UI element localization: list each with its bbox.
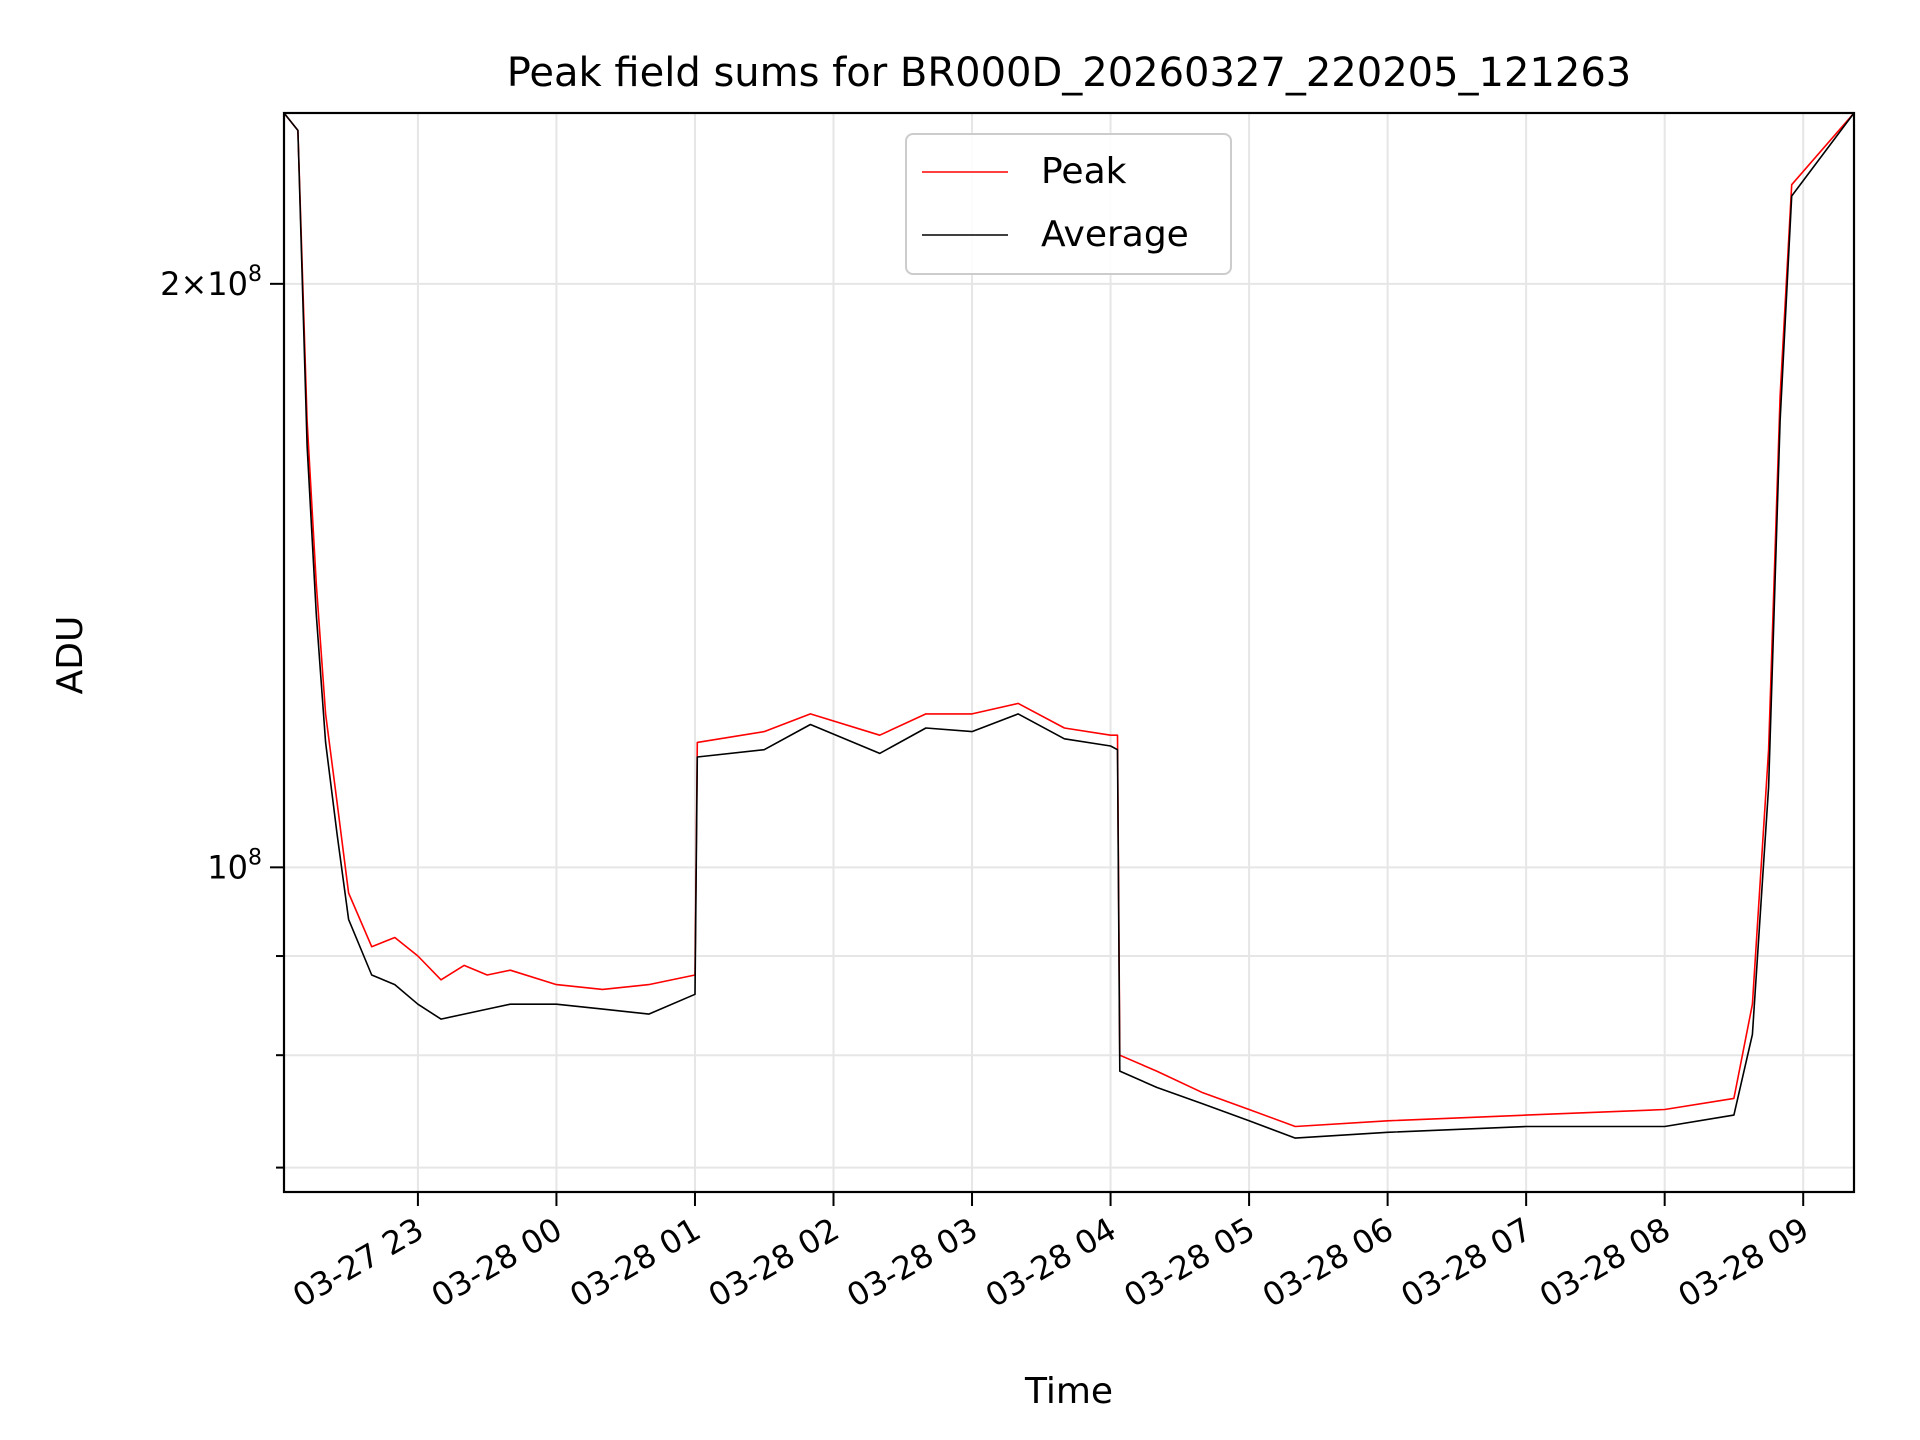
x-tick-label: 03-28 08: [1533, 1210, 1677, 1315]
x-tick-label: 03-27 23: [286, 1210, 430, 1315]
x-tick-label: 03-28 01: [563, 1210, 707, 1315]
legend-label-average: Average: [1041, 214, 1189, 255]
legend: Peak Average: [905, 133, 1232, 275]
series-layer: [283, 112, 1855, 1139]
y-tick-label: 108: [207, 845, 262, 886]
x-tick-label: 03-28 03: [840, 1210, 984, 1315]
plot-frame: [282, 111, 1856, 1194]
series-line-peak: [283, 112, 1855, 1128]
x-axis-label: Time: [1024, 1371, 1113, 1412]
x-tick-label: 03-28 06: [1256, 1210, 1400, 1315]
chart-title: Peak field sums for BR000D_20260327_2202…: [507, 50, 1632, 96]
x-tick-label: 03-28 02: [702, 1210, 846, 1315]
y-tick-label: 2×108: [160, 262, 262, 303]
x-tick-label: 03-28 09: [1672, 1210, 1816, 1315]
legend-box: [905, 133, 1232, 275]
series-line-average: [283, 112, 1855, 1139]
x-tick-label: 03-28 05: [1117, 1210, 1261, 1315]
x-tick-label: 03-28 04: [979, 1210, 1123, 1315]
legend-label-peak: Peak: [1041, 151, 1127, 192]
x-tick-label: 03-28 00: [425, 1210, 569, 1315]
grid: [284, 113, 1854, 1192]
y-axis-label: ADU: [50, 616, 91, 695]
x-tick-label: 03-28 07: [1395, 1210, 1539, 1315]
